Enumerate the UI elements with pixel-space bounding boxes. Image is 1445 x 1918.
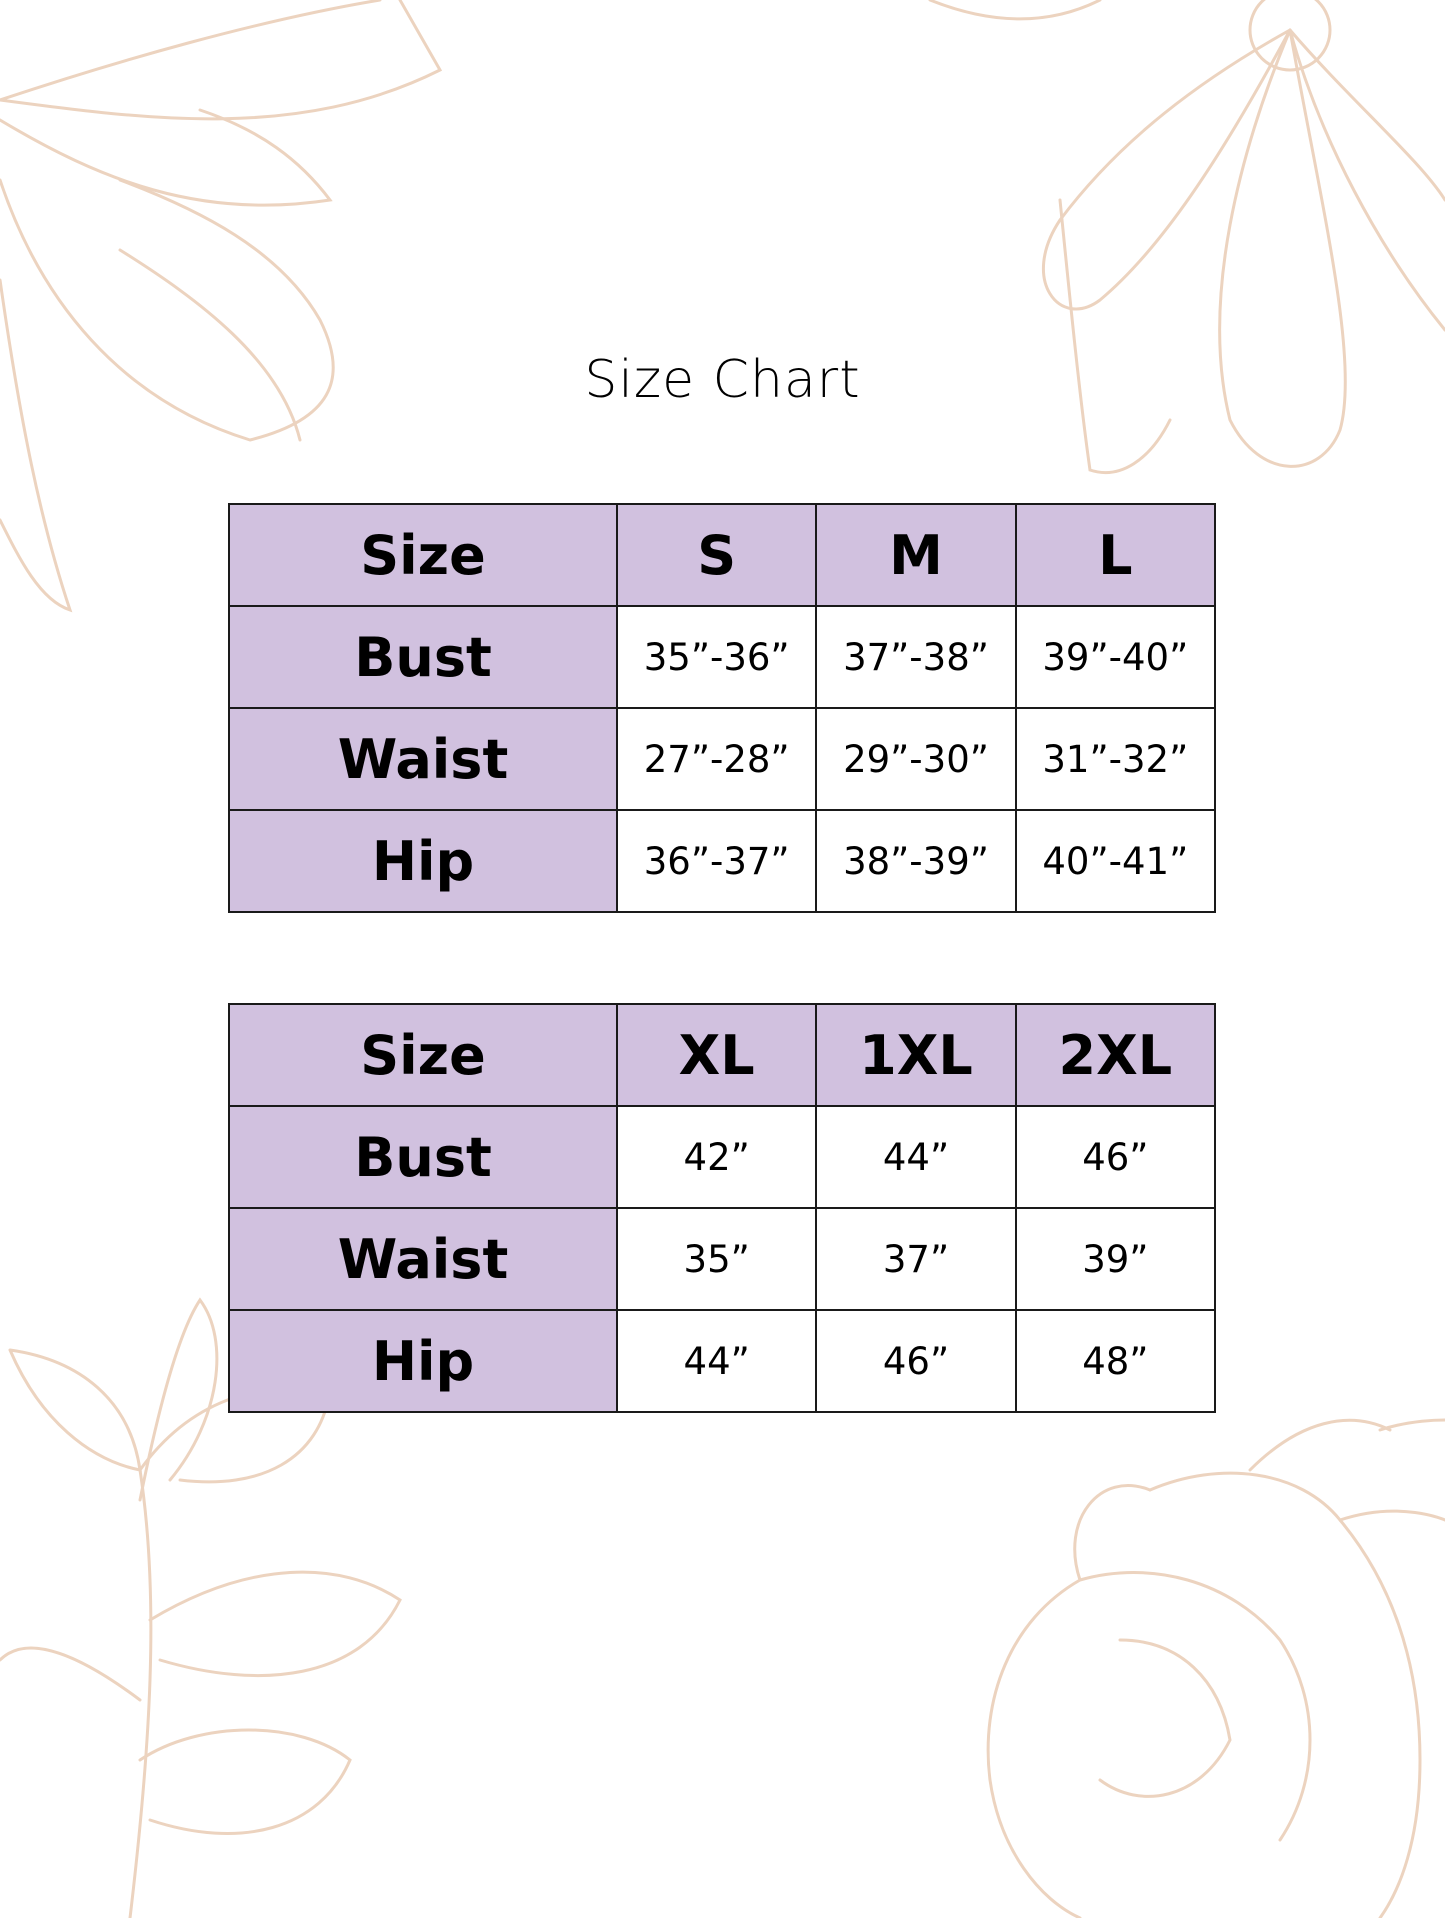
size-table-small: Size S M L Bust 35”-36” 37”-38” 39”-40” …: [228, 503, 1217, 913]
row-label: Bust: [228, 1105, 618, 1209]
header-cell: S: [615, 503, 818, 607]
header-cell: 2XL: [1014, 1003, 1217, 1107]
table-cell: 36”-37”: [615, 809, 818, 913]
row-label: Hip: [228, 809, 618, 913]
header-cell: Size: [228, 1003, 618, 1107]
page-title: Size Chart: [584, 350, 861, 410]
table-cell: 44”: [615, 1309, 818, 1413]
table-cell: 37”: [815, 1207, 1017, 1311]
header-cell: 1XL: [815, 1003, 1017, 1107]
table-row: Hip 44” 46” 48”: [228, 1309, 1217, 1413]
table-cell: 46”: [1014, 1105, 1217, 1209]
header-cell: XL: [615, 1003, 818, 1107]
row-label: Bust: [228, 605, 618, 709]
header-cell: L: [1014, 503, 1217, 607]
header-cell: M: [815, 503, 1017, 607]
table-cell: 46”: [815, 1309, 1017, 1413]
table-cell: 29”-30”: [815, 707, 1017, 811]
table-cell: 35”: [615, 1207, 818, 1311]
table-cell: 39”-40”: [1014, 605, 1217, 709]
table-header-row: Size XL 1XL 2XL: [228, 1003, 1217, 1107]
table-row: Bust 42” 44” 46”: [228, 1105, 1217, 1209]
table-row: Hip 36”-37” 38”-39” 40”-41”: [228, 809, 1217, 913]
table-row: Waist 27”-28” 29”-30” 31”-32”: [228, 707, 1217, 811]
table-cell: 35”-36”: [615, 605, 818, 709]
table-cell: 40”-41”: [1014, 809, 1217, 913]
table-cell: 48”: [1014, 1309, 1217, 1413]
table-cell: 39”: [1014, 1207, 1217, 1311]
table-cell: 27”-28”: [615, 707, 818, 811]
table-row: Bust 35”-36” 37”-38” 39”-40”: [228, 605, 1217, 709]
table-cell: 37”-38”: [815, 605, 1017, 709]
row-label: Waist: [228, 1207, 618, 1311]
table-cell: 31”-32”: [1014, 707, 1217, 811]
table-row: Waist 35” 37” 39”: [228, 1207, 1217, 1311]
table-cell: 42”: [615, 1105, 818, 1209]
row-label: Waist: [228, 707, 618, 811]
size-table-large: Size XL 1XL 2XL Bust 42” 44” 46” Waist 3…: [228, 1003, 1217, 1413]
table-cell: 38”-39”: [815, 809, 1017, 913]
row-label: Hip: [228, 1309, 618, 1413]
header-cell: Size: [228, 503, 618, 607]
table-header-row: Size S M L: [228, 503, 1217, 607]
table-cell: 44”: [815, 1105, 1017, 1209]
